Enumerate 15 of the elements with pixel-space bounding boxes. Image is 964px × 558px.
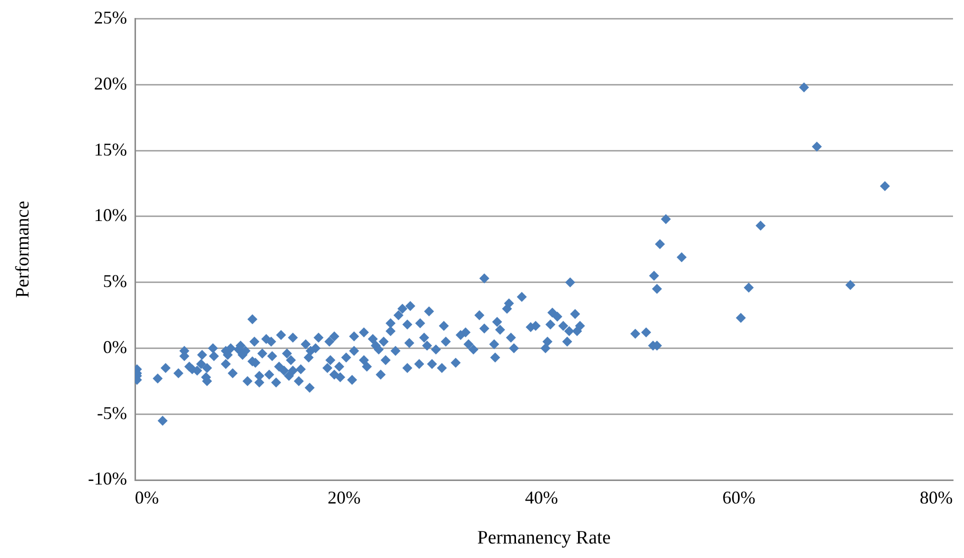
x-tick-label: 60% — [722, 488, 756, 508]
y-tick-label: -10% — [88, 468, 127, 489]
y-tick-label: 0% — [103, 336, 127, 357]
y-tick-label: 5% — [103, 271, 127, 292]
x-tick-label: 0% — [134, 488, 159, 508]
y-tick-label: -5% — [97, 402, 127, 423]
y-tick-label: 15% — [94, 139, 127, 160]
y-axis-title: Performance — [12, 200, 34, 298]
y-tick-label: 10% — [94, 205, 127, 226]
x-axis-title: Permanency Rate — [477, 528, 611, 549]
y-tick-label: 25% — [94, 8, 127, 28]
x-tick-label: 20% — [328, 488, 361, 508]
x-tick-label: 40% — [525, 488, 558, 508]
y-tick-label: 20% — [94, 73, 127, 94]
x-tick-label: 80% — [920, 488, 953, 508]
